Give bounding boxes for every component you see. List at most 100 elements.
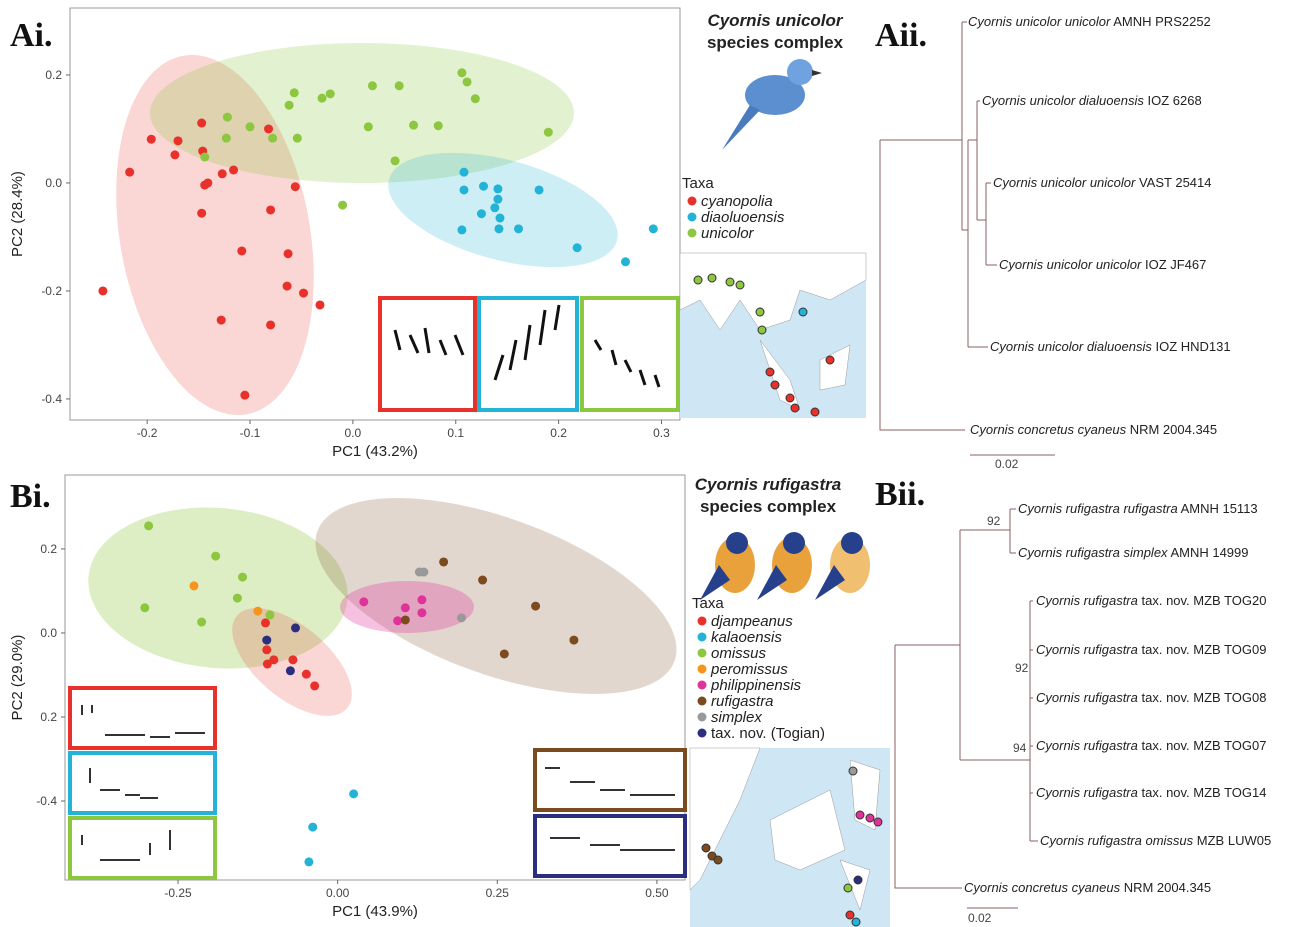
scale-label: 0.02: [968, 911, 992, 925]
point: [253, 607, 262, 616]
specimen: NRM 2004.345: [1124, 880, 1211, 895]
point: [284, 249, 293, 258]
point: [265, 610, 274, 619]
legend-label: philippinensis: [710, 677, 802, 694]
specimen: tax. nov. MZB TOG07: [1142, 738, 1267, 753]
specimen: VAST 25414: [1139, 175, 1212, 190]
x-tick-label: 0.50: [645, 886, 669, 900]
point: [189, 581, 198, 590]
point: [147, 135, 156, 144]
point: [286, 666, 295, 675]
point: [98, 286, 107, 295]
point: [401, 615, 410, 624]
point: [318, 94, 327, 103]
point: [308, 823, 317, 832]
taxon: Cyornis rufigastra omissus: [1040, 833, 1194, 848]
point: [490, 203, 499, 212]
point: [531, 602, 540, 611]
point: [479, 182, 488, 191]
tree-leaf: Cyornis rufigastra tax. nov. MZB TOG08: [1036, 690, 1267, 705]
complex-title: species complex: [700, 497, 837, 516]
point: [395, 81, 404, 90]
point: [434, 121, 443, 130]
point: [569, 636, 578, 645]
point: [266, 320, 275, 329]
point: [649, 224, 658, 233]
legend-title: Taxa: [692, 595, 724, 612]
point: [218, 169, 227, 178]
point: [493, 195, 502, 204]
point: [368, 81, 377, 90]
point: [544, 128, 553, 137]
tree-leaf: Cyornis concretus cyaneus NRM 2004.345: [964, 880, 1211, 895]
point: [326, 89, 335, 98]
legend-swatch: [698, 729, 707, 738]
specimen: tax. nov. MZB TOG08: [1142, 690, 1267, 705]
point: [417, 595, 426, 604]
taxon: Cyornis rufigastra: [1036, 593, 1138, 608]
y-tick-label: 0.0: [45, 176, 62, 190]
point: [288, 655, 297, 664]
taxon: Cyornis rufigastra: [1036, 642, 1138, 657]
y-tick-label: -0.2: [41, 284, 62, 298]
point: [125, 168, 134, 177]
tree-leaf: Cyornis rufigastra tax. nov. MZB TOG09: [1036, 642, 1267, 657]
complex-title: Cyornis rufigastra: [695, 475, 841, 494]
point: [459, 185, 468, 194]
point: [477, 209, 486, 218]
y-axis-label: PC2 (29.0%): [9, 635, 26, 721]
x-tick-label: 0.25: [486, 886, 510, 900]
point: [263, 660, 272, 669]
taxon: Cyornis rufigastra rufigastra: [1018, 501, 1178, 516]
point: [140, 603, 149, 612]
point: [233, 594, 242, 603]
legend-swatch: [698, 681, 707, 690]
legend-swatch: [688, 197, 697, 206]
taxon: Cyornis rufigastra: [1036, 785, 1138, 800]
x-tick-label: -0.25: [164, 886, 192, 900]
x-axis-label: PC1 (43.9%): [332, 903, 418, 920]
specimen: AMNH PRS2252: [1113, 14, 1211, 29]
point: [439, 557, 448, 566]
y-tick-label: 0.2: [40, 710, 57, 724]
tree-leaf: Cyornis rufigastra tax. nov. MZB TOG20: [1036, 593, 1267, 608]
tree-leaf: Cyornis unicolor unicolor AMNH PRS2252: [968, 14, 1211, 29]
specimen: tax. nov. MZB TOG20: [1142, 593, 1267, 608]
point: [285, 101, 294, 110]
point: [401, 603, 410, 612]
specimen: IOZ HND131: [1155, 339, 1230, 354]
legend-swatch: [698, 617, 707, 626]
specimen: AMNH 15113: [1181, 501, 1258, 516]
complex-title: Cyornis unicolor: [707, 11, 843, 30]
point: [264, 124, 273, 133]
tree-leaf: Cyornis unicolor dialuoensis IOZ HND131: [990, 339, 1231, 354]
point: [291, 182, 300, 191]
figure: Ai.-0.2-0.10.00.10.20.30.20.0-0.2-0.4PC1…: [0, 0, 1295, 927]
tree-leaf: Cyornis unicolor unicolor IOZ JF467: [999, 257, 1206, 272]
legend-swatch: [698, 633, 707, 642]
point: [364, 122, 373, 131]
point: [621, 257, 630, 266]
panel-label: Ai.: [10, 17, 53, 54]
point: [246, 122, 255, 131]
scale-label: 0.02: [995, 457, 1019, 471]
point: [393, 616, 402, 625]
specimen: IOZ 6268: [1147, 93, 1201, 108]
point: [266, 205, 275, 214]
taxon: Cyornis unicolor unicolor: [968, 14, 1111, 29]
point: [223, 113, 232, 122]
point: [237, 246, 246, 255]
point: [310, 681, 319, 690]
point: [457, 68, 466, 77]
point: [315, 300, 324, 309]
inset: [380, 298, 678, 410]
specimen: MZB LUW05: [1197, 833, 1271, 848]
legend-label: tax. nov. (Togian): [711, 725, 825, 742]
point: [197, 119, 206, 128]
point: [471, 94, 480, 103]
point: [535, 185, 544, 194]
taxon: Cyornis concretus cyaneus: [970, 422, 1127, 437]
tree-leaf: Cyornis rufigastra omissus MZB LUW05: [1040, 833, 1271, 848]
taxon: Cyornis concretus cyaneus: [964, 880, 1121, 895]
point: [200, 153, 209, 162]
